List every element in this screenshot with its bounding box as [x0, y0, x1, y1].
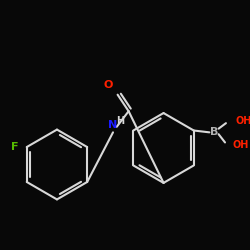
Text: F: F [11, 142, 18, 152]
Text: OH: OH [232, 140, 249, 150]
Text: OH: OH [235, 116, 250, 126]
Text: N: N [108, 120, 118, 130]
Text: H: H [116, 116, 124, 126]
Text: O: O [104, 80, 113, 90]
Text: B: B [210, 127, 218, 137]
